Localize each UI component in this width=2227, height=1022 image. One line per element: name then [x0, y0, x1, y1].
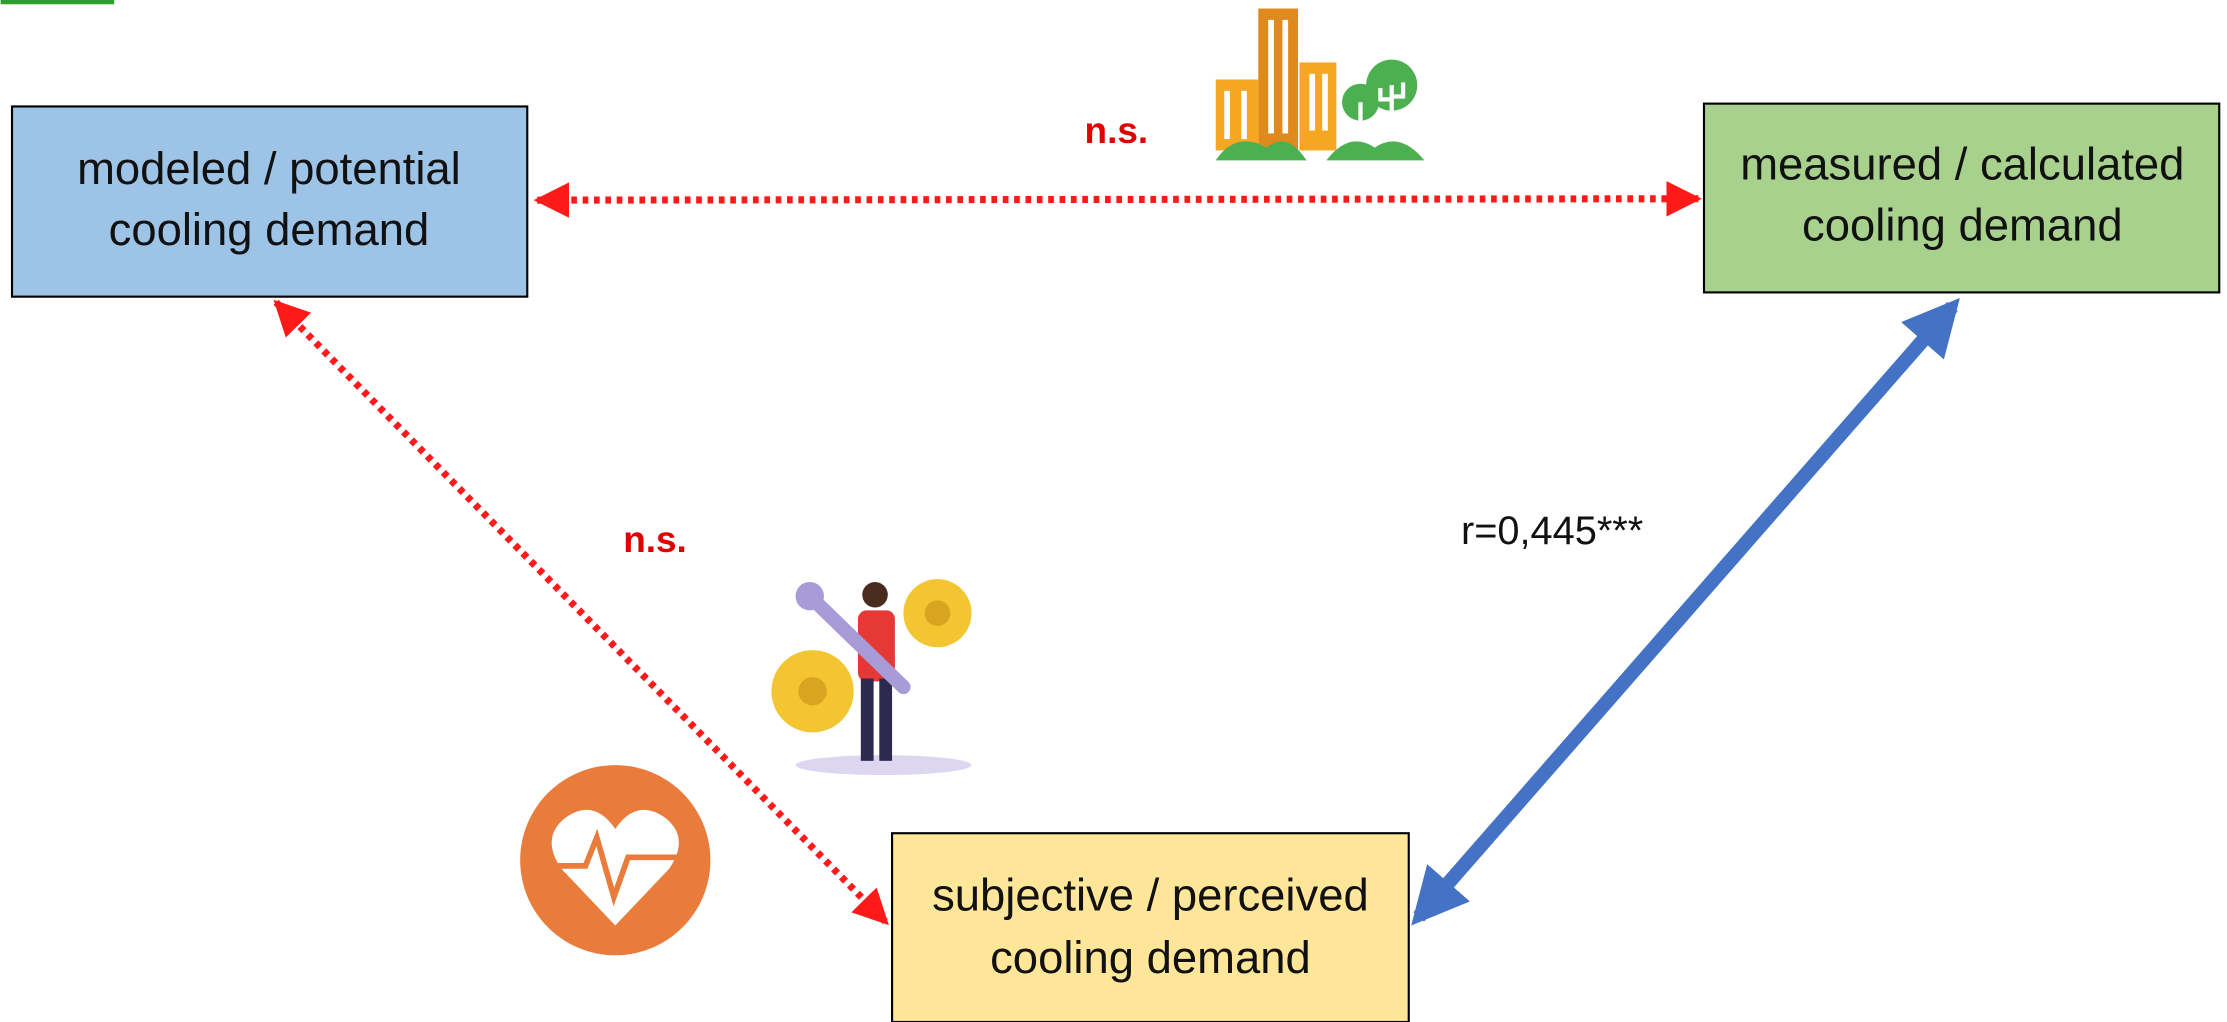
node-label: measured / calculated [1740, 138, 2184, 189]
heart-icon [520, 765, 710, 955]
edge-label: n.s. [1085, 110, 1149, 151]
edge-line [537, 199, 1698, 200]
node-label: cooling demand [109, 204, 430, 255]
node-label: cooling demand [990, 932, 1311, 983]
node-box [12, 106, 527, 296]
diagram: modeled / potential cooling demand measu… [0, 0, 2227, 1022]
node-label: subjective / perceived [932, 870, 1369, 921]
node-box [892, 833, 1409, 1022]
corner-bar [1, 0, 115, 4]
node-label: cooling demand [1802, 200, 2123, 251]
node-box [1704, 104, 2219, 293]
node-label: modeled / potential [77, 143, 461, 194]
page: {"nodes": [ {"lines": ["modeled / potent… [0, 0, 2227, 1022]
city-icon [1216, 9, 1425, 161]
edge-line [1419, 307, 1953, 917]
worker-icon [771, 579, 971, 775]
edge-label: r=0,445*** [1461, 509, 1643, 553]
edge-label: n.s. [623, 519, 687, 560]
